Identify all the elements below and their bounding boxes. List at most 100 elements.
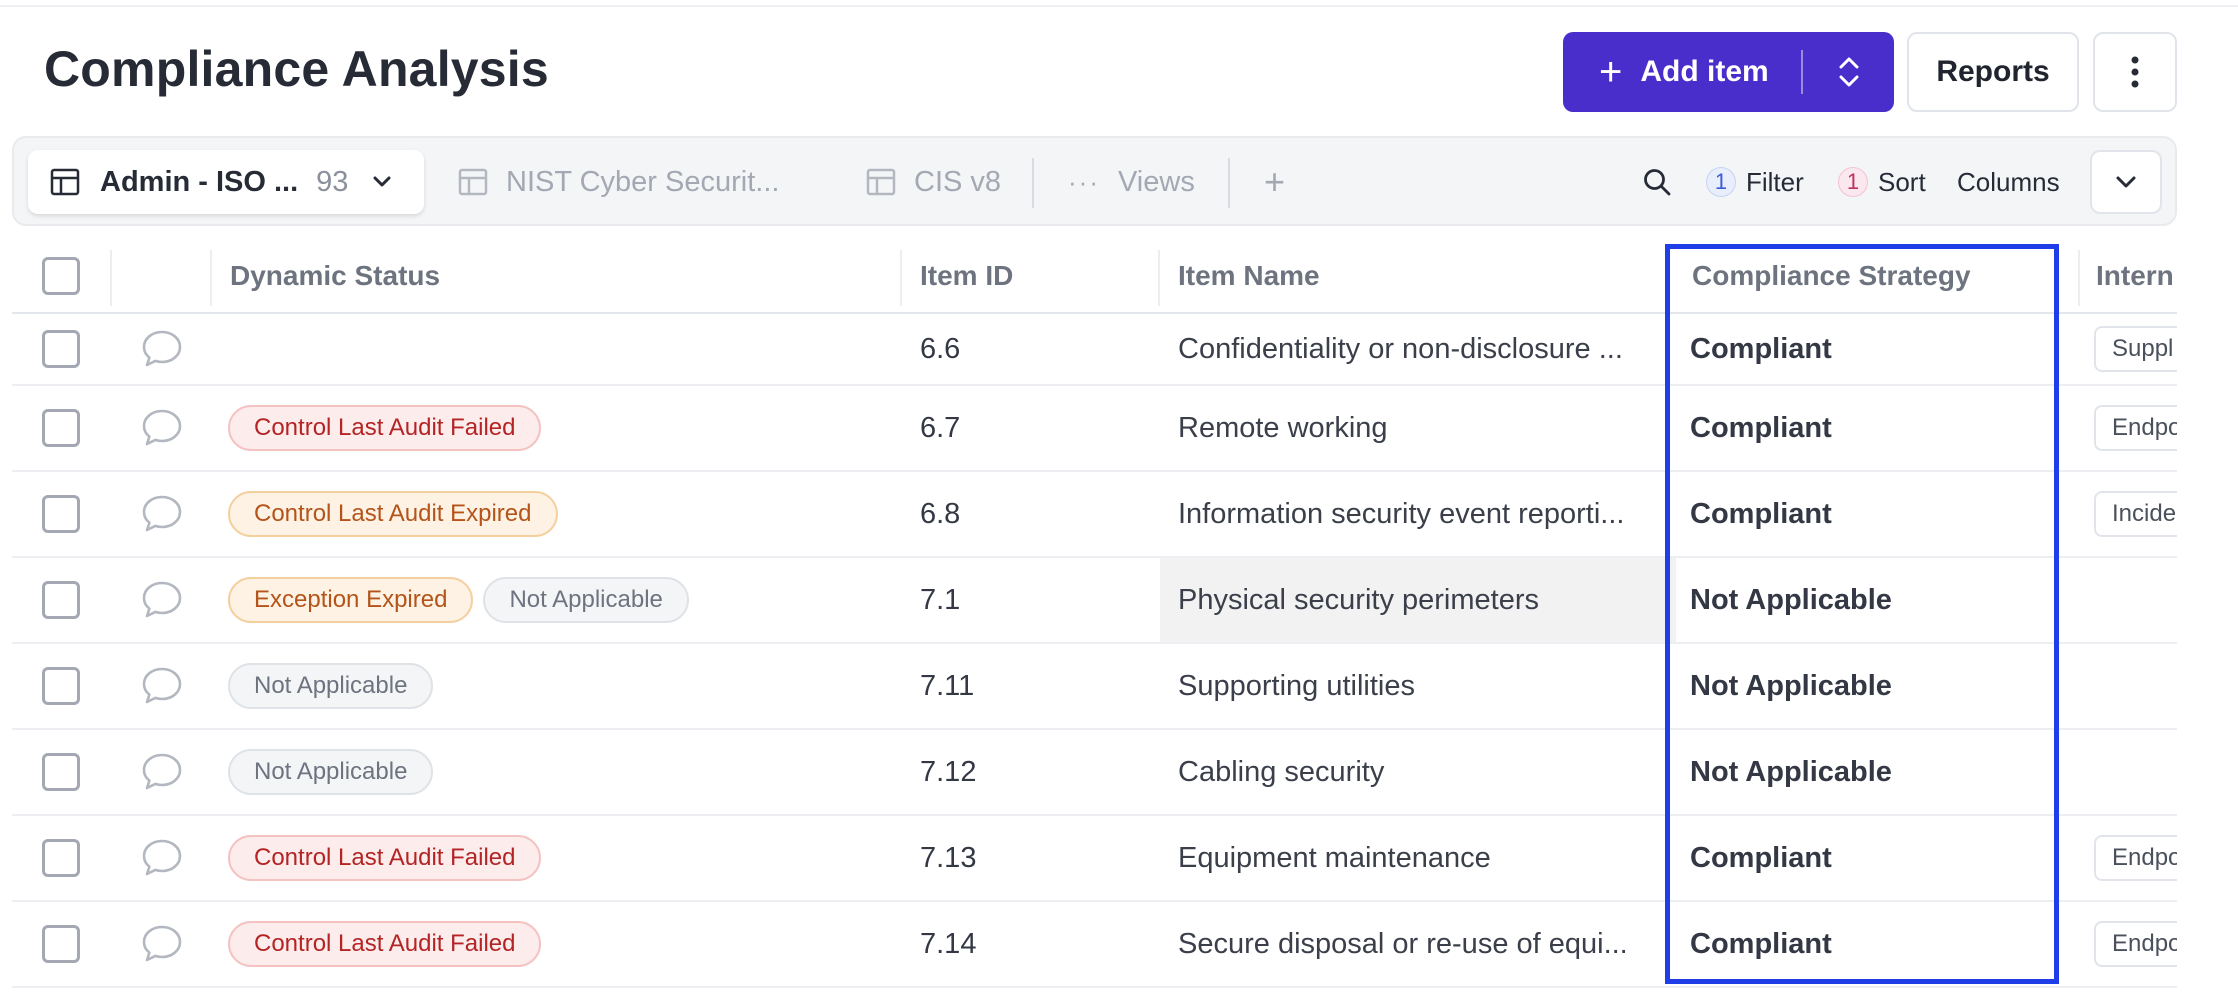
compliance-strategy-cell[interactable]: Compliant bbox=[1690, 332, 1832, 365]
add-item-button[interactable]: + Add item bbox=[1563, 32, 1801, 112]
views-menu-button[interactable]: ··· Views bbox=[1068, 150, 1195, 214]
comment-icon bbox=[142, 330, 182, 367]
comment-button[interactable] bbox=[140, 314, 184, 384]
table-row[interactable]: Control Last Audit Failed 7.13 Equipment m… bbox=[12, 816, 2200, 902]
table-row[interactable]: Not Applicable 7.11 Supporting utilities No… bbox=[12, 644, 2177, 730]
horizontal-ellipsis-icon: ··· bbox=[1068, 166, 1100, 197]
chevron-down-icon bbox=[373, 176, 391, 187]
row-checkbox[interactable] bbox=[42, 839, 80, 877]
view-tab-label: NIST Cyber Securit... bbox=[506, 165, 780, 198]
compliance-strategy-cell[interactable]: Compliant bbox=[1690, 411, 1832, 444]
table-row[interactable]: Not Applicable 7.12 Cabling security Not Ap… bbox=[12, 730, 2177, 816]
table-row[interactable]: Control Last Audit Failed 6.7 Remote worki… bbox=[12, 386, 2200, 472]
item-id-cell: 6.7 bbox=[920, 411, 961, 444]
add-item-button-group[interactable]: + Add item bbox=[1563, 32, 1894, 112]
dynamic-status-cell: Not Applicable bbox=[228, 644, 443, 728]
column-header-internal[interactable]: Intern bbox=[2096, 260, 2174, 291]
reports-button[interactable]: Reports bbox=[1907, 32, 2079, 112]
view-tab-label: Admin - ISO ... bbox=[100, 165, 299, 198]
column-header-item-name[interactable]: Item Name bbox=[1178, 260, 1320, 291]
dynamic-status-cell: Control Last Audit Failed bbox=[228, 386, 551, 470]
row-checkbox[interactable] bbox=[42, 667, 80, 705]
item-name-cell[interactable]: Confidentiality or non-disclosure ... bbox=[1178, 332, 1623, 365]
search-button[interactable] bbox=[1642, 150, 1672, 214]
compliance-strategy-cell[interactable]: Compliant bbox=[1690, 497, 1832, 530]
view-tab-cis[interactable]: CIS v8 bbox=[866, 150, 1001, 214]
row-select-cell bbox=[42, 730, 80, 814]
view-tab-admin-iso[interactable]: Admin - ISO ... 93 bbox=[28, 150, 424, 214]
dynamic-status-cell: Control Last Audit Expired bbox=[228, 472, 568, 556]
comment-button[interactable] bbox=[140, 816, 184, 900]
item-name-cell[interactable]: Information security event reporti... bbox=[1178, 497, 1625, 530]
page-title: Compliance Analysis bbox=[44, 41, 549, 97]
row-checkbox[interactable] bbox=[42, 409, 80, 447]
search-icon bbox=[1644, 169, 1671, 196]
status-badge: Not Applicable bbox=[483, 577, 689, 623]
filter-label: Filter bbox=[1746, 166, 1804, 197]
item-name-cell[interactable]: Equipment maintenance bbox=[1178, 841, 1491, 874]
comment-button[interactable] bbox=[140, 386, 184, 470]
compliance-strategy-cell[interactable]: Not Applicable bbox=[1690, 583, 1892, 616]
select-all-checkbox[interactable] bbox=[42, 257, 80, 295]
add-item-label: Add item bbox=[1640, 55, 1769, 88]
plus-icon: + bbox=[1264, 161, 1286, 202]
item-name-cell[interactable]: Cabling security bbox=[1178, 755, 1385, 788]
add-view-button[interactable]: + bbox=[1264, 150, 1285, 214]
add-item-menu-button[interactable] bbox=[1803, 32, 1894, 112]
column-separator bbox=[900, 250, 902, 306]
row-checkbox[interactable] bbox=[42, 330, 80, 368]
comment-button[interactable] bbox=[140, 472, 184, 556]
row-select-cell bbox=[42, 558, 80, 642]
row-checkbox[interactable] bbox=[42, 581, 80, 619]
item-name-cell[interactable]: Physical security perimeters bbox=[1160, 558, 1676, 642]
column-separator bbox=[1158, 250, 1160, 306]
filter-button[interactable]: 1 Filter bbox=[1706, 150, 1804, 214]
compliance-strategy-cell[interactable]: Compliant bbox=[1690, 841, 1832, 874]
columns-button[interactable]: Columns bbox=[1957, 166, 2060, 197]
table-row[interactable]: 6.6 Confidentiality or non-disclosure ...… bbox=[12, 314, 2192, 386]
status-badge: Control Last Audit Failed bbox=[228, 835, 542, 881]
compliance-strategy-cell[interactable]: Not Applicable bbox=[1690, 669, 1892, 702]
view-tab-nist[interactable]: NIST Cyber Securit... bbox=[458, 150, 779, 214]
table-row[interactable]: Control Last Audit Expired 6.8 Information… bbox=[12, 472, 2195, 558]
comment-icon bbox=[142, 495, 182, 532]
column-header-dynamic-status[interactable]: Dynamic Status bbox=[230, 260, 441, 291]
compliance-strategy-cell[interactable]: Not Applicable bbox=[1690, 755, 1892, 788]
row-checkbox[interactable] bbox=[42, 495, 80, 533]
table-icon bbox=[458, 168, 488, 196]
comment-icon bbox=[142, 925, 182, 962]
table-header: Dynamic Status Item ID Item Name Complia… bbox=[12, 238, 2177, 314]
views-menu-label: Views bbox=[1117, 165, 1195, 198]
item-name-cell[interactable]: Remote working bbox=[1178, 411, 1388, 444]
table-row[interactable]: Control Last Audit Failed 7.14 Secure disp… bbox=[12, 902, 2200, 988]
sort-count-badge: 1 bbox=[1838, 167, 1868, 197]
select-all-cell bbox=[42, 238, 80, 314]
row-select-cell bbox=[42, 902, 80, 986]
comment-icon bbox=[142, 839, 182, 876]
row-checkbox[interactable] bbox=[42, 753, 80, 791]
comment-button[interactable] bbox=[140, 644, 184, 728]
compliance-strategy-cell[interactable]: Compliant bbox=[1690, 927, 1832, 960]
dynamic-status-cell: Control Last Audit Failed bbox=[228, 902, 551, 986]
more-options-button[interactable] bbox=[2093, 32, 2177, 112]
column-separator bbox=[110, 250, 112, 306]
row-checkbox[interactable] bbox=[42, 925, 80, 963]
dynamic-status-cell: Not Applicable bbox=[228, 730, 443, 814]
table-row[interactable]: Exception Expired Not Applicable 7.1 Physic… bbox=[12, 558, 2177, 644]
column-separator bbox=[2078, 250, 2080, 306]
toolbar-expand-button[interactable] bbox=[2090, 150, 2162, 214]
row-select-cell bbox=[42, 314, 80, 384]
column-header-item-id[interactable]: Item ID bbox=[920, 260, 1014, 291]
column-header-compliance-strategy[interactable]: Compliance Strategy bbox=[1692, 260, 1971, 291]
filter-count-badge: 1 bbox=[1706, 167, 1736, 197]
comment-button[interactable] bbox=[140, 730, 184, 814]
table-icon bbox=[50, 168, 80, 196]
sort-button[interactable]: 1 Sort bbox=[1838, 150, 1926, 214]
item-id-cell: 6.6 bbox=[920, 332, 961, 365]
row-select-cell bbox=[42, 644, 80, 728]
comment-button[interactable] bbox=[140, 558, 184, 642]
item-name-cell[interactable]: Secure disposal or re-use of equi... bbox=[1178, 927, 1628, 960]
comment-button[interactable] bbox=[140, 902, 184, 986]
status-badge: Control Last Audit Expired bbox=[228, 491, 558, 537]
item-name-cell[interactable]: Supporting utilities bbox=[1178, 669, 1415, 702]
